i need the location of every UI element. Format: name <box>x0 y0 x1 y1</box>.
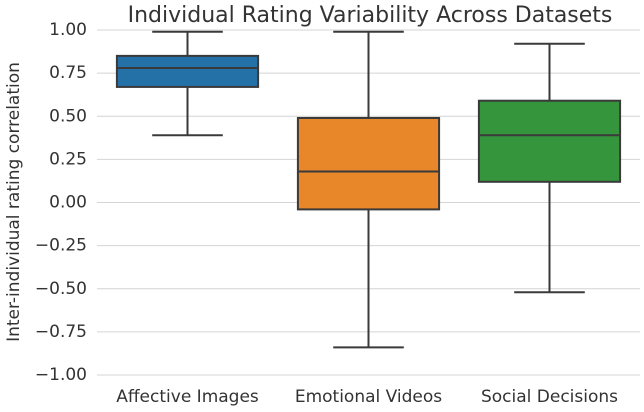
y-tick-label: 1.00 <box>49 20 87 40</box>
box <box>296 116 441 211</box>
box <box>477 99 622 183</box>
x-tick-label: Emotional Videos <box>295 387 442 407</box>
box <box>115 54 260 88</box>
y-axis-label: Inter-individual rating correlation <box>4 62 24 342</box>
x-tick-label: Affective Images <box>116 387 259 407</box>
y-tick-label: 0.50 <box>49 106 87 126</box>
y-tick-label: −0.75 <box>35 322 87 342</box>
chart-title: Individual Rating Variability Across Dat… <box>128 3 613 28</box>
y-tick-label: 0.00 <box>49 193 87 213</box>
y-tick-label: −0.50 <box>35 279 87 299</box>
x-tick-label: Social Decisions <box>481 387 618 407</box>
y-tick-label: 0.75 <box>49 63 87 83</box>
y-tick-label: −0.25 <box>35 236 87 256</box>
y-tick-label: −1.00 <box>35 365 87 385</box>
y-tick-label: 0.25 <box>49 149 87 169</box>
